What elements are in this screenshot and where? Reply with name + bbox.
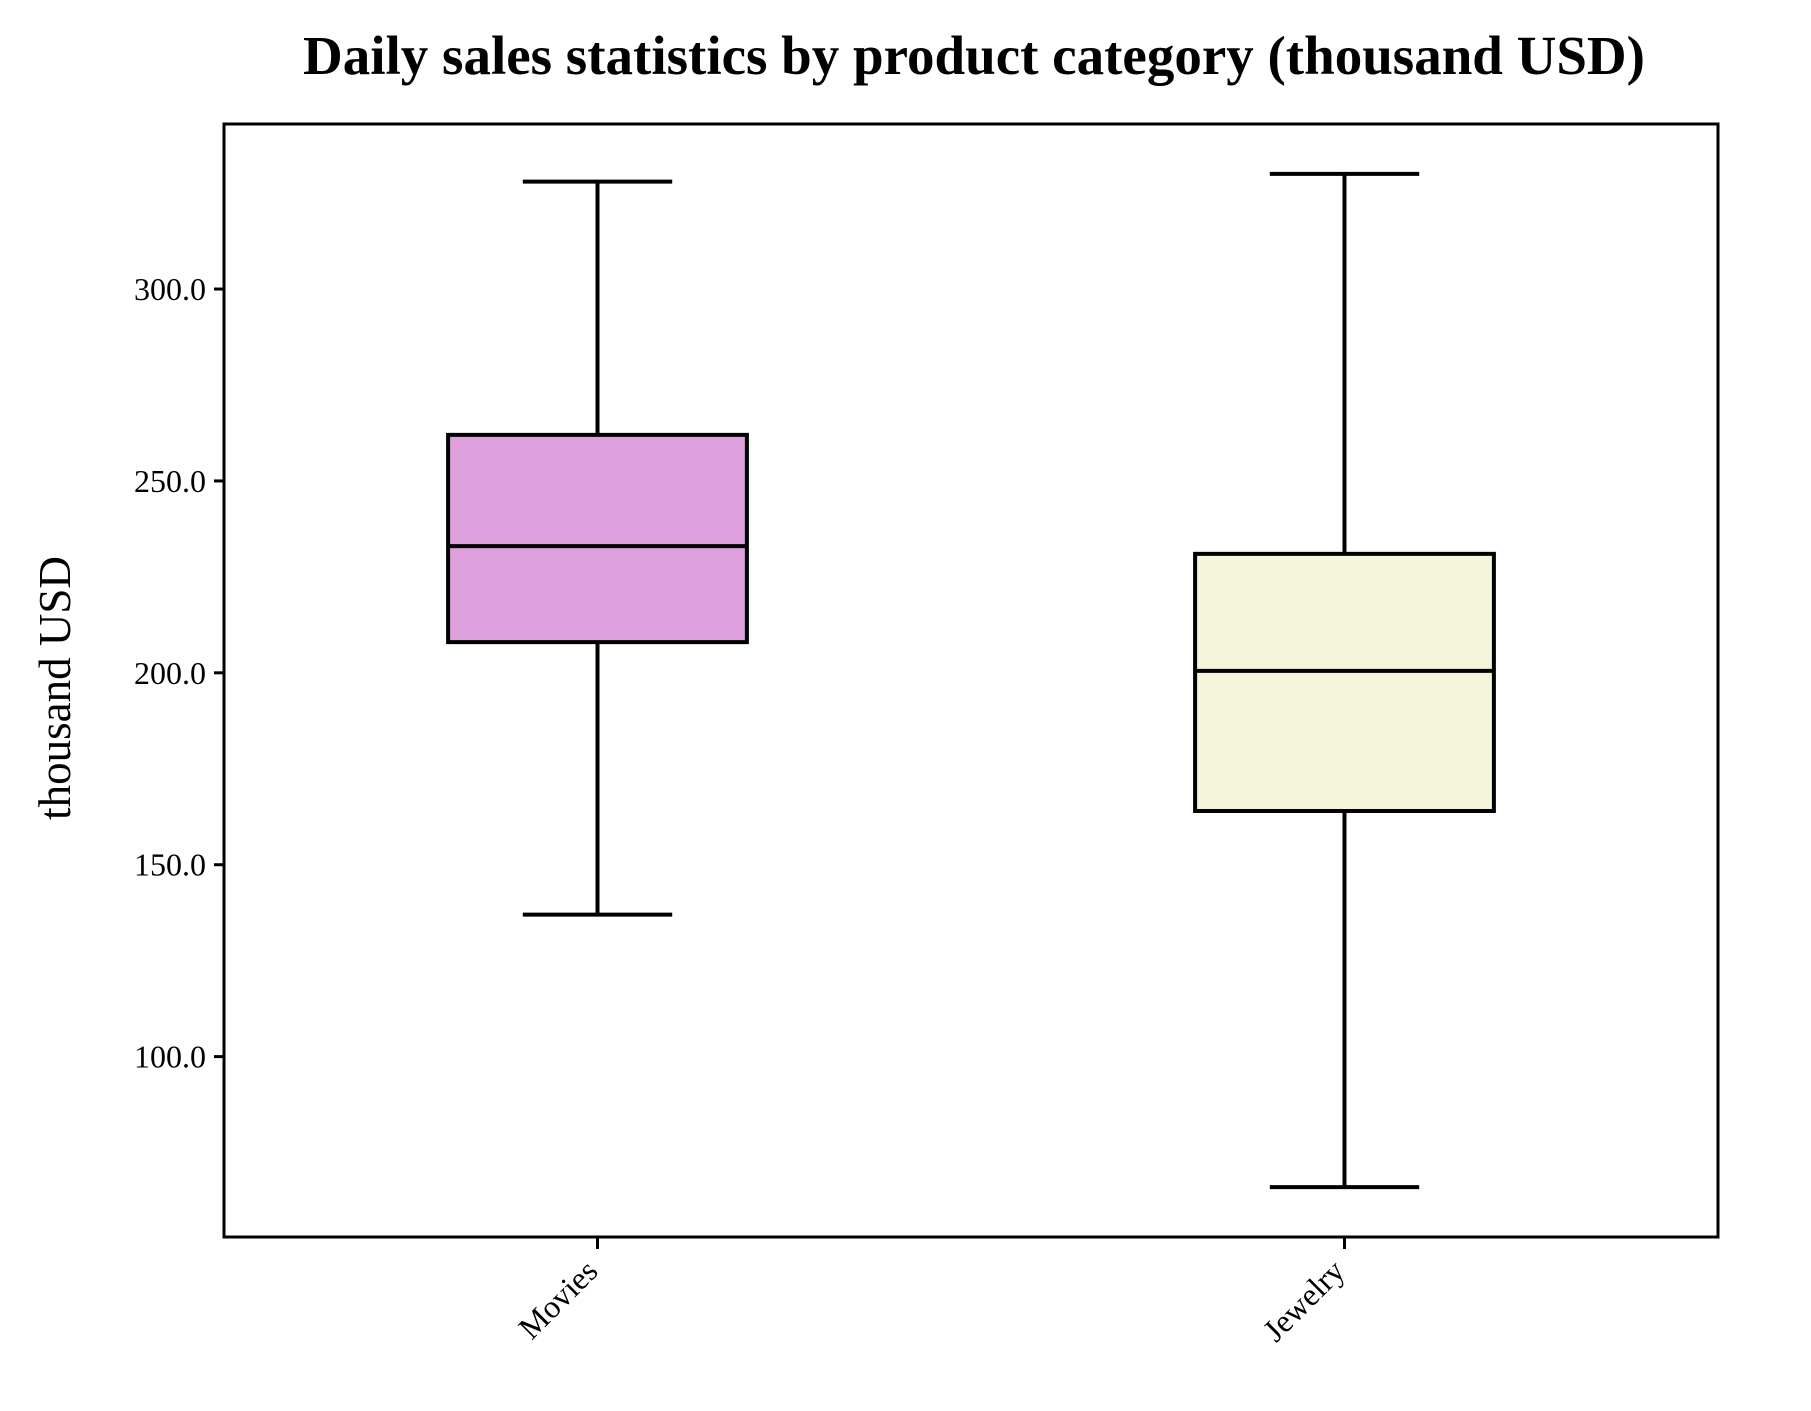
box-movies: [446, 179, 749, 917]
y-axis-label: thousand USD: [30, 556, 80, 820]
chart-title: Daily sales statistics by product catego…: [303, 25, 1645, 86]
x-axis-ticks: Movies Jewelry: [511, 1237, 1351, 1348]
iqr-box: [1193, 551, 1496, 813]
iqr-box: [446, 432, 749, 645]
y-tick-label: 200.0: [134, 655, 206, 691]
plot-frame: [222, 122, 1720, 1239]
box-jewelry: [1193, 171, 1496, 1190]
y-tick-label: 300.0: [134, 271, 206, 307]
y-tick-label: 150.0: [134, 847, 206, 883]
box-series: [446, 171, 1496, 1190]
x-category-label: Jewelry: [1256, 1252, 1352, 1348]
y-tick-label: 100.0: [134, 1039, 206, 1075]
y-axis-ticks: 100.0 150.0 200.0 250.0 300.0: [134, 271, 224, 1075]
x-category-label: Movies: [511, 1252, 604, 1345]
y-tick-label: 250.0: [134, 463, 206, 499]
